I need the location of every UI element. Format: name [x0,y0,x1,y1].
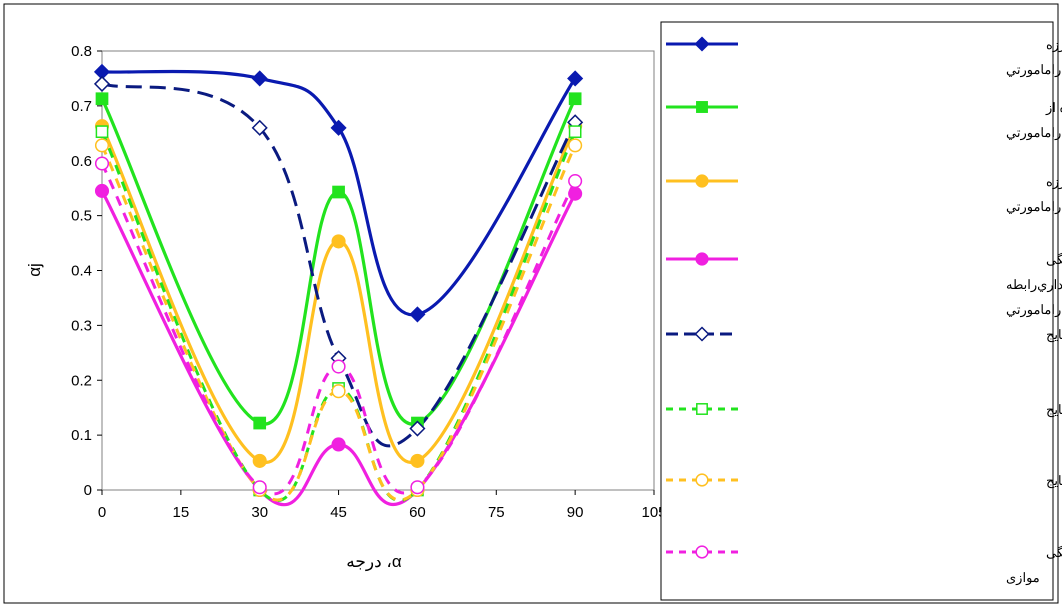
data-point-series-5 [409,420,426,437]
y-tick-label: 0.7 [71,98,92,115]
y-tick-label: 0.2 [71,372,92,389]
data-point-series-4 [94,183,110,198]
y-tick-label: 0.6 [71,153,92,170]
x-tick-label: 0 [98,504,106,521]
legend-label: ضویب درزه‌داري‌رابطه رامامورتي [1006,125,1062,141]
data-point-series-8 [331,359,346,374]
legend-entry-4: سه دسته ناپیوستگی یک دسته دارای4 ناپیوست… [666,252,1062,318]
legend-marker [694,326,710,342]
x-tick-label: 75 [488,504,505,521]
legend-label: سه دسته ناپیوستگی یک دسته دارای4 ناپیوست… [1046,545,1062,561]
legend-entry-6: دو دسته ناپیوستگی عمود و هم، با استفاده … [666,402,1062,418]
data-point-series-4 [331,437,346,452]
y-tick-label: 0.8 [71,43,92,60]
data-point-series-1 [251,70,268,87]
y-axis-title: αj [25,263,44,277]
data-point-series-5 [93,75,111,92]
y-tick-label: 0.1 [71,427,92,444]
data-point-series-5 [251,119,268,136]
x-tick-label: 60 [409,504,426,521]
y-tick-label: 0 [84,482,92,499]
data-point-series-3 [331,234,346,249]
series-markers [93,63,584,498]
legend-label: یک دسته ناپیوستگی، با استفاده ازنتایج [1046,327,1062,343]
legend-entry-7: سه دسته ناپیوستگی، با استفاده ازنتایج [666,473,1062,489]
data-point-series-1 [409,306,426,323]
data-point-series-8 [568,174,583,189]
data-point-series-2 [332,185,345,199]
data-point-series-1 [330,119,347,136]
plot-area: 0 0.1 0.2 0.3 0.4 0.5 0.6 0.7 0.8 0 15 30 45 60 75 90 1… [71,43,666,521]
legend: یک دسته ناپیوستگی، با استفاده ازضویب درز… [666,36,1062,586]
data-point-series-7 [331,384,346,399]
data-point-series-8 [94,156,110,171]
legend-marker [695,252,709,266]
legend-entry-1: یک دسته ناپیوستگی، با استفاده ازضویب درز… [666,36,1062,78]
legend-entry-8: سه دسته ناپیوستگی یک دسته دارای4 ناپیوست… [666,545,1062,586]
y-tick-label: 0.5 [71,208,92,225]
legend-label: داري‌رابطه رامامورتي [1006,199,1062,215]
legend-marker [696,403,708,415]
legend-label: داري‌رابطه رامامورتي [1006,62,1062,78]
legend-entry-3: سه دسته ناپیوستگی، با استفاده ازضویب درز… [666,174,1062,215]
legend-label: یک دسته ناپیوستگی، با استفاده ازضویب درز… [1046,37,1062,53]
y-tick-label: 0.3 [71,317,92,334]
legend-label: سه دسته ناپیوستگی، با استفاده ازضویب درز… [1046,174,1062,190]
data-point-series-7 [94,138,110,153]
data-point-series-2 [95,92,109,106]
legend-marker [695,174,709,188]
legend-label: سه دسته ناپیوستگی یک دسته دارای4 ناپیوست… [1046,252,1062,268]
y-axis-ticks: 0 0.1 0.2 0.3 0.4 0.5 0.6 0.7 0.8 [71,43,102,499]
legend-marker [696,101,708,113]
legend-label: موازی،با استفاده ازضویب درزه‌داري‌رابطه [1006,277,1062,293]
legend-entry-5: یک دسته ناپیوستگی، با استفاده ازنتایج [666,326,1062,343]
x-tick-label: 15 [173,504,190,521]
legend-label: رامامورتي [1006,302,1061,318]
data-point-series-7 [568,138,583,153]
data-point-series-6 [95,125,109,139]
y-tick-label: 0.4 [71,263,92,280]
data-point-series-2 [253,416,267,430]
data-point-series-8 [252,480,267,495]
x-axis-ticks: 0 15 30 45 60 75 90 105 [98,490,667,521]
legend-label: دو دسته ناپیوستگی عمود و هم، با استفاده … [1046,402,1062,418]
legend-label: دو دسته ناپیوستگی عمود و هم، با استفاده … [1045,100,1062,116]
x-axis-title: α، درجه [346,552,402,572]
legend-marker [694,36,710,52]
data-point-series-8 [410,480,425,495]
legend-marker [695,545,709,559]
legend-box [660,21,1054,601]
legend-label: سه دسته ناپیوستگی، با استفاده ازنتایج [1046,473,1062,489]
legend-entry-2: دو دسته ناپیوستگی عمود و هم، با استفاده … [666,100,1062,141]
legend-marker [695,473,709,487]
x-tick-label: 105 [641,504,666,521]
data-point-series-2 [568,92,582,106]
data-point-series-6 [568,125,582,139]
data-point-series-3 [410,453,425,468]
data-point-series-3 [252,453,267,468]
legend-label: موازی [1006,570,1040,586]
x-tick-label: 45 [330,504,347,521]
x-tick-label: 90 [567,504,584,521]
data-point-series-4 [568,186,583,201]
x-tick-label: 30 [251,504,268,521]
series-line-1 [101,69,577,317]
data-point-series-1 [567,70,584,87]
